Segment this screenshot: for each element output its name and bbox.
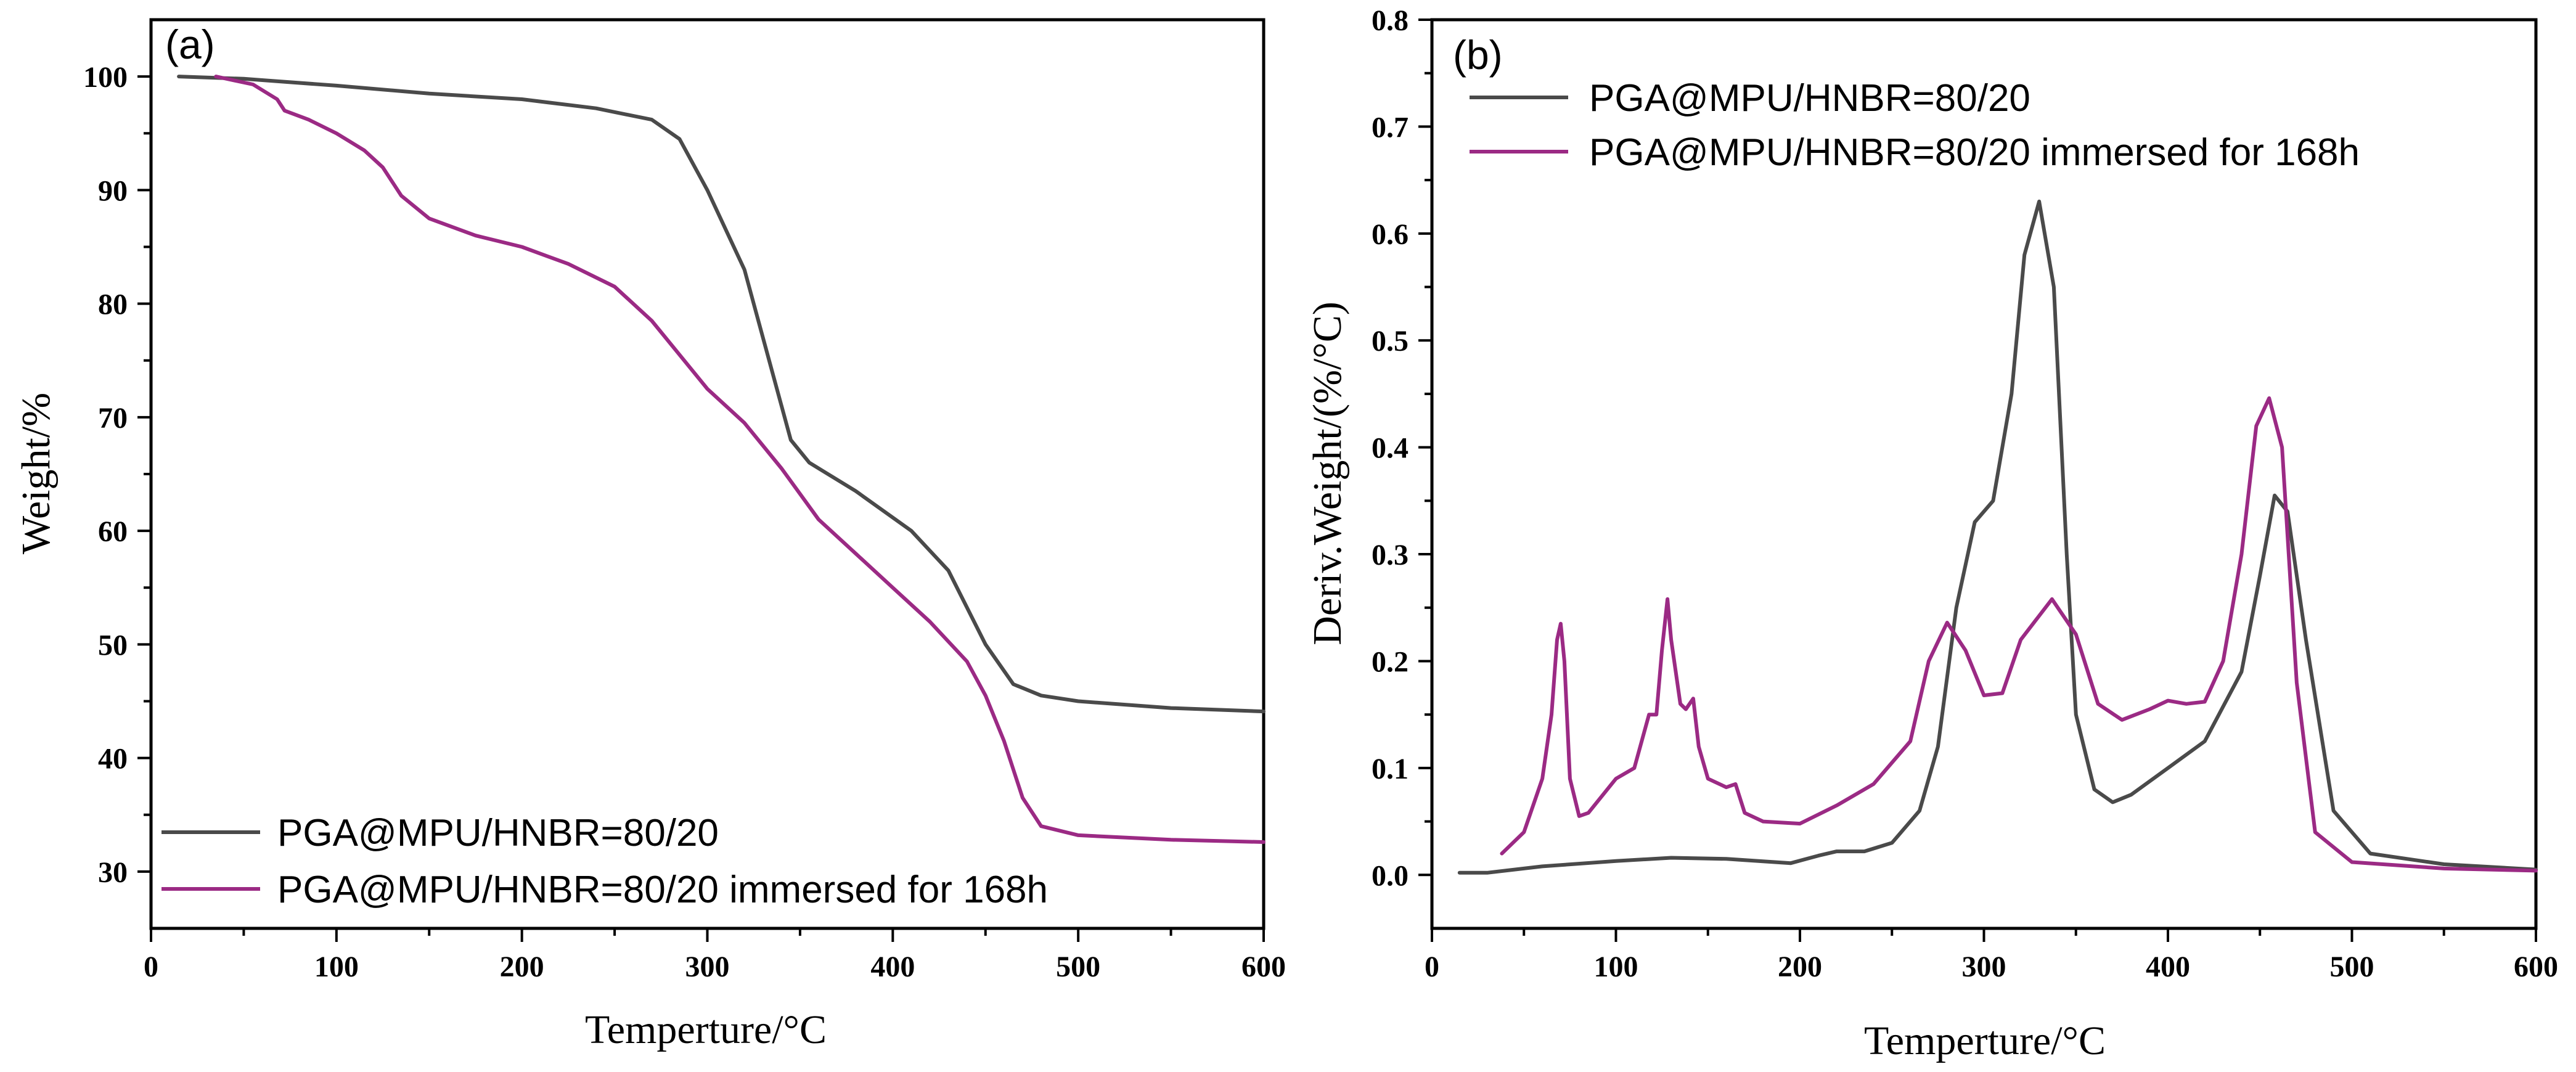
panel-a-legend-label-2: PGA@MPU/HNBR=80/20 immersed for 168h — [277, 869, 1048, 911]
y-tick-label: 0.7 — [1372, 111, 1409, 144]
y-tick-label: 0.3 — [1372, 539, 1409, 571]
panel-b-label: (b) — [1453, 32, 1503, 78]
panel-a-y-axis-title: Weight/% — [14, 393, 59, 554]
y-tick-label: 0.6 — [1372, 218, 1409, 251]
panel-b-y-ticks: 0.0 0.1 0.2 0.3 0.4 0.5 0.6 0.7 0.8 — [1372, 4, 1432, 892]
y-tick-label: 0.4 — [1372, 432, 1409, 465]
x-tick-label: 500 — [1056, 951, 1100, 983]
x-tick-label: 0 — [144, 951, 158, 983]
y-tick-label: 0.2 — [1372, 645, 1409, 678]
x-tick-label: 200 — [500, 951, 544, 983]
panel-b-legend-label-1: PGA@MPU/HNBR=80/20 — [1589, 77, 2030, 120]
y-tick-label: 80 — [98, 288, 128, 321]
y-tick-label: 90 — [98, 174, 128, 207]
y-tick-label: 60 — [98, 515, 128, 548]
x-tick-label: 500 — [2330, 951, 2374, 983]
y-tick-label: 0.5 — [1372, 325, 1409, 358]
y-tick-label: 50 — [98, 629, 128, 661]
series-line-2 — [1500, 396, 2538, 873]
x-tick-label: 600 — [2514, 951, 2558, 983]
y-tick-label: 40 — [98, 743, 128, 775]
series-line-1 — [177, 75, 1266, 714]
panel-b-legend: PGA@MPU/HNBR=80/20 PGA@MPU/HNBR=80/20 im… — [1470, 77, 2360, 174]
series-line-1 — [1457, 199, 2538, 875]
panel-a-legend: PGA@MPU/HNBR=80/20 PGA@MPU/HNBR=80/20 im… — [162, 812, 1048, 911]
x-tick-label: 0 — [1425, 951, 1439, 983]
panel-b-x-axis-title: Temperture/°C — [1864, 1018, 2106, 1063]
x-tick-label: 100 — [314, 951, 359, 983]
y-tick-label: 0.8 — [1372, 4, 1409, 37]
panel-a-x-axis-title: Temperture/°C — [585, 1007, 827, 1052]
x-tick-label: 600 — [1241, 951, 1286, 983]
y-tick-label: 0.1 — [1372, 753, 1409, 785]
panel-b-x-ticks: 0 100 200 300 400 500 600 — [1425, 928, 2558, 983]
panel-a-legend-label-1: PGA@MPU/HNBR=80/20 — [277, 812, 719, 854]
y-tick-label: 100 — [83, 61, 128, 94]
x-tick-label: 200 — [1778, 951, 1822, 983]
panel-b-series — [1457, 199, 2538, 875]
x-tick-label: 400 — [870, 951, 915, 983]
panel-a-plot-frame — [149, 18, 1266, 930]
panel-a: 30 40 50 60 70 80 90 100 0 100 200 300 400 500 600 (a… — [14, 18, 1286, 1052]
panel-b-y-axis-title: Deriv.Weight/(%/°C) — [1305, 301, 1350, 645]
panel-b: 0.0 0.1 0.2 0.3 0.4 0.5 0.6 0.7 0.8 0 100 200 300 40… — [1305, 4, 2558, 1063]
x-tick-label: 400 — [2146, 951, 2190, 983]
panel-a-x-ticks: 0 100 200 300 400 500 600 — [144, 928, 1286, 983]
x-tick-label: 300 — [1962, 951, 2006, 983]
x-tick-label: 100 — [1594, 951, 1638, 983]
y-tick-label: 70 — [98, 402, 128, 435]
panel-a-label: (a) — [165, 22, 215, 67]
panel-a-series — [177, 75, 1266, 844]
y-tick-label: 30 — [98, 856, 128, 889]
panel-b-legend-label-2: PGA@MPU/HNBR=80/20 immersed for 168h — [1589, 131, 2360, 174]
y-tick-label: 0.0 — [1372, 859, 1409, 892]
x-tick-label: 300 — [685, 951, 730, 983]
panel-a-y-ticks: 30 40 50 60 70 80 90 100 — [83, 61, 151, 889]
series-line-2 — [214, 75, 1266, 844]
